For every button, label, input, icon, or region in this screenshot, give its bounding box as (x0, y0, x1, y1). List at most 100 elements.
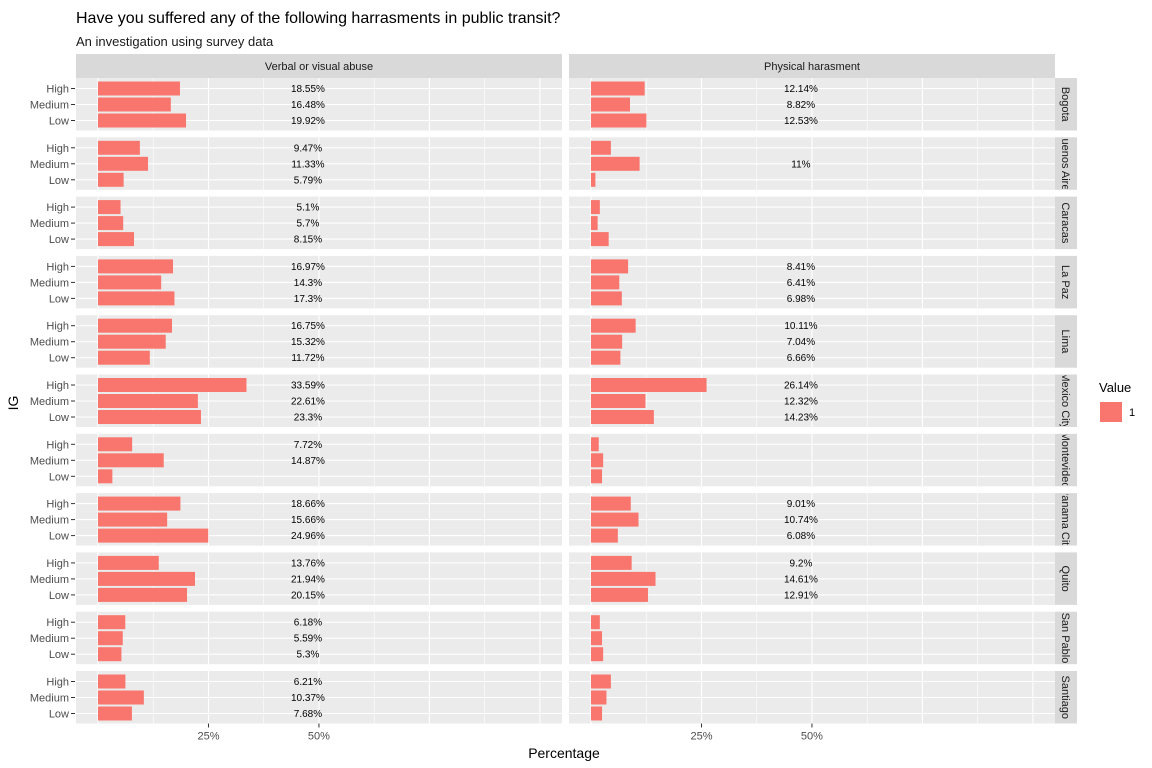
bar-verbal-low (98, 172, 124, 187)
y-tick-label: Low (49, 590, 69, 602)
bar-verbal-high (98, 615, 126, 630)
city-strip-label: Buenos Aires (1059, 131, 1071, 196)
bar-physical-high (591, 437, 599, 452)
y-tick-label: Medium (30, 396, 69, 408)
data-label: 12.53% (784, 116, 818, 127)
data-label: 19.92% (291, 116, 325, 127)
data-label: 9.47% (294, 143, 322, 154)
bar-physical-low (591, 587, 649, 602)
city-strip-label: Quito (1059, 566, 1071, 592)
bar-physical-high (591, 615, 600, 630)
city-strip (1055, 315, 1077, 368)
bar-verbal-medium (98, 453, 164, 468)
y-tick-label: Low (49, 353, 69, 365)
bar-physical-medium (591, 512, 639, 527)
data-label: 10.37% (291, 693, 325, 704)
panels: Verbal or visual abuse Physical harasment… (30, 54, 1077, 743)
bar-physical-high (591, 496, 631, 511)
y-tick-label: Medium (30, 337, 69, 349)
chart-subtitle: An investigation using survey data (76, 34, 274, 49)
bar-physical-medium (591, 571, 656, 586)
city-strip (1055, 611, 1077, 665)
data-label: 17.3% (294, 294, 322, 305)
data-label: 20.15% (291, 590, 325, 601)
data-label: 8.41% (787, 262, 815, 273)
bar-verbal-high (98, 81, 180, 96)
data-label: 15.66% (291, 515, 325, 526)
y-tick-label: High (46, 143, 69, 155)
bar-verbal-low (98, 469, 113, 484)
data-label: 8.15% (294, 235, 322, 246)
bar-physical-medium (591, 156, 640, 171)
data-label: 18.55% (291, 84, 325, 95)
data-label: 14.61% (784, 574, 818, 585)
y-tick-label: Medium (30, 218, 69, 230)
data-label: 6.66% (787, 353, 815, 364)
bar-verbal-low (98, 410, 201, 424)
city-strip-label: Mexico City (1059, 372, 1071, 429)
bar-physical-low (591, 113, 647, 128)
data-label: 6.08% (787, 531, 815, 542)
y-tick-label: High (46, 617, 69, 629)
data-label: 7.04% (787, 337, 815, 348)
bar-physical-low (591, 469, 603, 484)
bar-verbal-medium (98, 394, 198, 408)
data-label: 23.3% (294, 413, 322, 424)
bar-physical-low (591, 232, 609, 247)
y-tick-label: Low (49, 116, 69, 128)
bar-verbal-high (98, 140, 140, 155)
city-strip-label: San Pablo (1059, 613, 1071, 664)
y-tick-label: High (46, 439, 69, 451)
bar-physical-high (591, 674, 611, 689)
bar-physical-low (591, 706, 603, 721)
bar-verbal-high (98, 674, 126, 689)
bar-physical-high (591, 378, 707, 392)
bar-verbal-high (98, 555, 159, 570)
bar-verbal-high (98, 378, 247, 392)
data-label: 11.33% (291, 159, 324, 170)
y-tick-label: High (46, 261, 69, 273)
y-tick-label: High (46, 558, 69, 570)
bar-physical-medium (591, 690, 607, 705)
data-label: 33.59% (291, 381, 325, 392)
y-tick-label: Low (49, 471, 69, 483)
y-tick-label: High (46, 499, 69, 511)
bar-physical-low (591, 410, 654, 424)
bar-physical-high (591, 81, 645, 96)
y-tick-label: Medium (30, 574, 69, 586)
data-label: 6.21% (294, 677, 322, 688)
city-strip (1055, 671, 1077, 724)
facet-strip-0 (76, 54, 562, 78)
bar-physical-medium (591, 631, 603, 646)
bar-physical-medium (591, 453, 604, 468)
legend: Value 1 (1099, 380, 1135, 422)
data-label: 6.98% (787, 294, 815, 305)
data-label: 12.32% (784, 397, 818, 408)
city-strip-label: Santiago (1059, 676, 1071, 719)
bar-verbal-high (98, 318, 173, 333)
data-label: 5.7% (297, 219, 320, 230)
y-tick-label: High (46, 380, 69, 392)
y-tick-label: Medium (30, 693, 69, 705)
city-strip-label: Caracas (1059, 202, 1071, 243)
bar-physical-low (591, 528, 618, 543)
city-strip (1055, 433, 1077, 487)
legend-label: 1 (1129, 407, 1135, 419)
bar-physical-high (591, 140, 611, 155)
data-label: 6.41% (787, 278, 815, 289)
city-strip (1055, 552, 1077, 605)
bar-verbal-medium (98, 631, 123, 646)
bar-physical-medium (591, 97, 630, 112)
data-label: 10.11% (784, 321, 817, 332)
bar-physical-low (591, 350, 621, 365)
data-label: 14.87% (291, 456, 325, 467)
data-label: 21.94% (291, 574, 325, 585)
data-label: 12.91% (784, 590, 818, 601)
bar-verbal-medium (98, 512, 168, 527)
data-label: 26.14% (784, 381, 818, 392)
bar-physical-low (591, 291, 622, 306)
x-tick-label: 25% (690, 731, 712, 743)
data-label: 5.59% (294, 634, 322, 645)
data-label: 16.48% (291, 100, 325, 111)
